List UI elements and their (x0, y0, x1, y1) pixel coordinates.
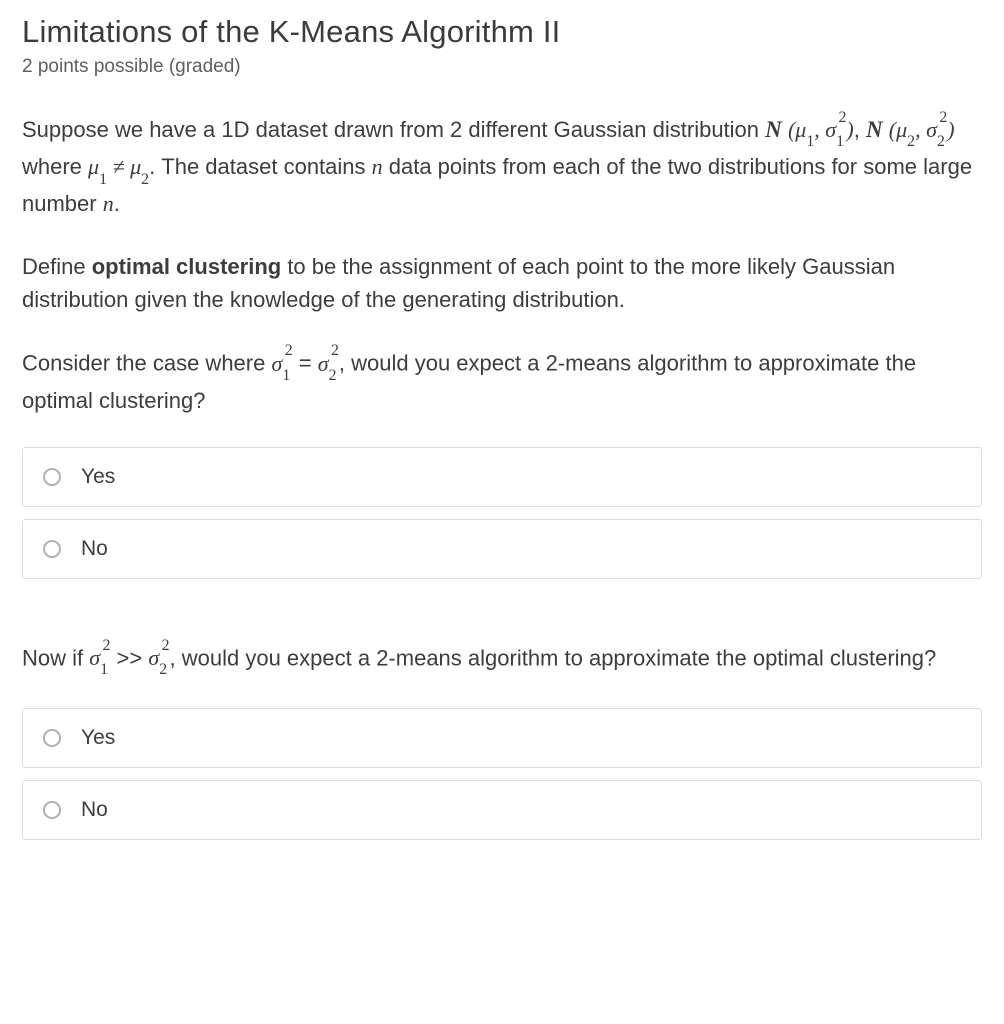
q1-option-no[interactable]: No (22, 519, 982, 579)
radio-icon (43, 468, 61, 486)
option-label: No (81, 798, 108, 822)
page-title: Limitations of the K-Means Algorithm II (22, 14, 982, 50)
intro-paragraph: Suppose we have a 1D dataset drawn from … (22, 112, 982, 220)
q2-option-no[interactable]: No (22, 780, 982, 840)
q2-option-yes[interactable]: Yes (22, 708, 982, 768)
radio-icon (43, 729, 61, 747)
question-1-prompt: Consider the case where σ12 = σ22, would… (22, 346, 982, 416)
option-label: Yes (81, 726, 115, 750)
radio-icon (43, 540, 61, 558)
option-label: No (81, 537, 108, 561)
question-2-prompt: Now if σ12 >> σ22, would you expect a 2-… (22, 641, 982, 678)
question-2-options: Yes No (22, 708, 982, 840)
problem-page: Limitations of the K-Means Algorithm II … (0, 0, 1004, 892)
points-possible: 2 points possible (graded) (22, 56, 982, 78)
radio-icon (43, 801, 61, 819)
question-1-options: Yes No (22, 447, 982, 579)
q1-option-yes[interactable]: Yes (22, 447, 982, 507)
definition-paragraph: Define optimal clustering to be the assi… (22, 250, 982, 316)
option-label: Yes (81, 465, 115, 489)
